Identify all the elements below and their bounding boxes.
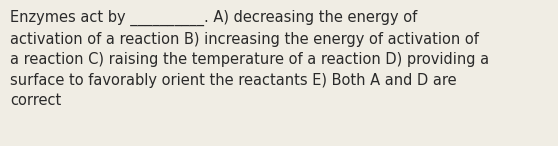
Text: Enzymes act by __________. A) decreasing the energy of
activation of a reaction : Enzymes act by __________. A) decreasing… [10, 10, 489, 108]
